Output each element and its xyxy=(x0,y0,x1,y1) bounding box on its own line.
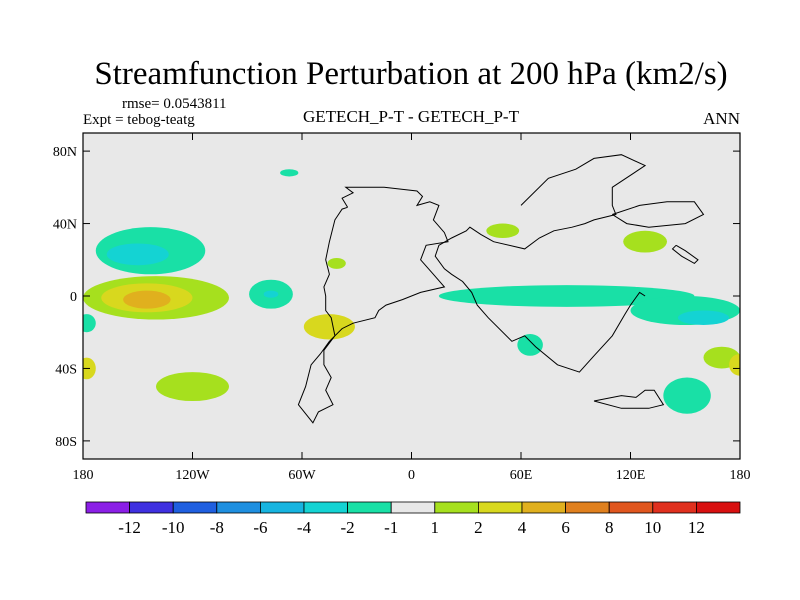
coastline-america-outline xyxy=(297,186,449,424)
x-tick-label: 0 xyxy=(408,468,415,483)
contour-region-west-edge-negative xyxy=(83,314,96,333)
y-tick-label: 80N xyxy=(53,145,77,160)
contour-region-central-pacific-negative-core xyxy=(263,290,279,298)
colorbar-swatch xyxy=(85,501,130,514)
colorbar-label: -2 xyxy=(341,518,355,537)
colorbar-label: 8 xyxy=(605,518,614,537)
colorbar-swatch xyxy=(434,501,479,514)
map-panel xyxy=(82,132,741,460)
colorbar-label: 4 xyxy=(518,518,527,537)
coastline-east-peninsula xyxy=(671,244,699,265)
colorbar-swatch xyxy=(259,501,305,514)
contour-region-north-atlantic-negative xyxy=(280,169,299,177)
colorbar-swatch xyxy=(652,501,697,514)
contour-region-south-atlantic-negative xyxy=(156,372,229,402)
colorbar-label: -10 xyxy=(162,518,185,537)
colorbar-label: -6 xyxy=(253,518,267,537)
contour-region-north-america-positive xyxy=(623,230,667,253)
colorbar-swatch xyxy=(477,501,523,514)
colorbar-swatch xyxy=(608,501,654,514)
contour-region-arabia-positive xyxy=(486,223,520,239)
colorbar: -12 -10 -8 -6 -4 -2 -1 1 2 4 6 8 10 12 xyxy=(85,501,741,537)
x-tick-label: 120W xyxy=(175,468,210,483)
colorbar-label: 6 xyxy=(561,518,570,537)
x-tick-label: 120E xyxy=(616,468,646,483)
x-tick-label: 180 xyxy=(73,468,94,483)
experiment-label: Expt = tebog-teatg xyxy=(83,112,195,128)
colorbar-label: -4 xyxy=(297,518,312,537)
colorbar-swatch xyxy=(521,501,566,514)
chart-title: Streamfunction Perturbation at 200 hPa (… xyxy=(94,56,727,92)
colorbar-swatch xyxy=(129,501,174,514)
colorbar-swatch xyxy=(216,501,261,514)
contour-fill-layer xyxy=(83,169,740,414)
y-tick-label: 80S xyxy=(55,435,77,450)
y-axis: 80N 40N 0 40S 80S xyxy=(53,145,740,450)
y-tick-label: 40N xyxy=(53,218,77,233)
contour-region-east-edge-positive xyxy=(729,353,740,376)
x-tick-label: 180 xyxy=(730,468,751,483)
coastline-layer xyxy=(297,154,705,424)
y-tick-label: 40S xyxy=(55,362,77,377)
contour-region-south-atlantic-positive xyxy=(663,377,711,414)
coastline-north-island xyxy=(612,201,705,228)
contour-region-south-pacific-positive xyxy=(303,314,355,340)
contour-region-tropical-pacific-positive-core xyxy=(123,290,171,309)
coastline-eurasia-outline xyxy=(434,154,647,373)
colorbar-swatch xyxy=(565,501,610,514)
comparison-label: GETECH_P-T - GETECH_P-T xyxy=(303,107,520,126)
colorbar-swatch xyxy=(696,501,741,514)
colorbar-label: 10 xyxy=(644,518,661,537)
x-tick-label: 60W xyxy=(288,468,316,483)
contour-region-east-indian-negative-core xyxy=(677,310,730,325)
colorbar-label: 1 xyxy=(431,518,440,537)
colorbar-swatch xyxy=(390,501,436,514)
contour-region-north-pacific-negative-core xyxy=(106,243,169,266)
rmse-label: rmse= 0.0543811 xyxy=(122,96,227,112)
season-label: ANN xyxy=(703,109,740,128)
contour-region-equatorial-indian-negative xyxy=(438,285,695,307)
contour-region-africa-negative xyxy=(517,334,543,356)
contour-region-mid-atlantic-positive xyxy=(327,257,346,269)
y-tick-label: 0 xyxy=(70,290,77,305)
colorbar-label: 2 xyxy=(474,518,483,537)
colorbar-label: -8 xyxy=(210,518,224,537)
coastline-antarctic-peninsula xyxy=(593,389,665,409)
colorbar-label: 12 xyxy=(688,518,705,537)
x-axis: 180 120W 60W 0 60E 120E 180 xyxy=(73,133,751,483)
x-tick-label: 60E xyxy=(510,468,533,483)
colorbar-swatch xyxy=(172,501,218,514)
colorbar-label: -1 xyxy=(384,518,398,537)
colorbar-swatch xyxy=(303,501,348,514)
colorbar-swatch xyxy=(347,501,392,514)
colorbar-label: -12 xyxy=(118,518,141,537)
